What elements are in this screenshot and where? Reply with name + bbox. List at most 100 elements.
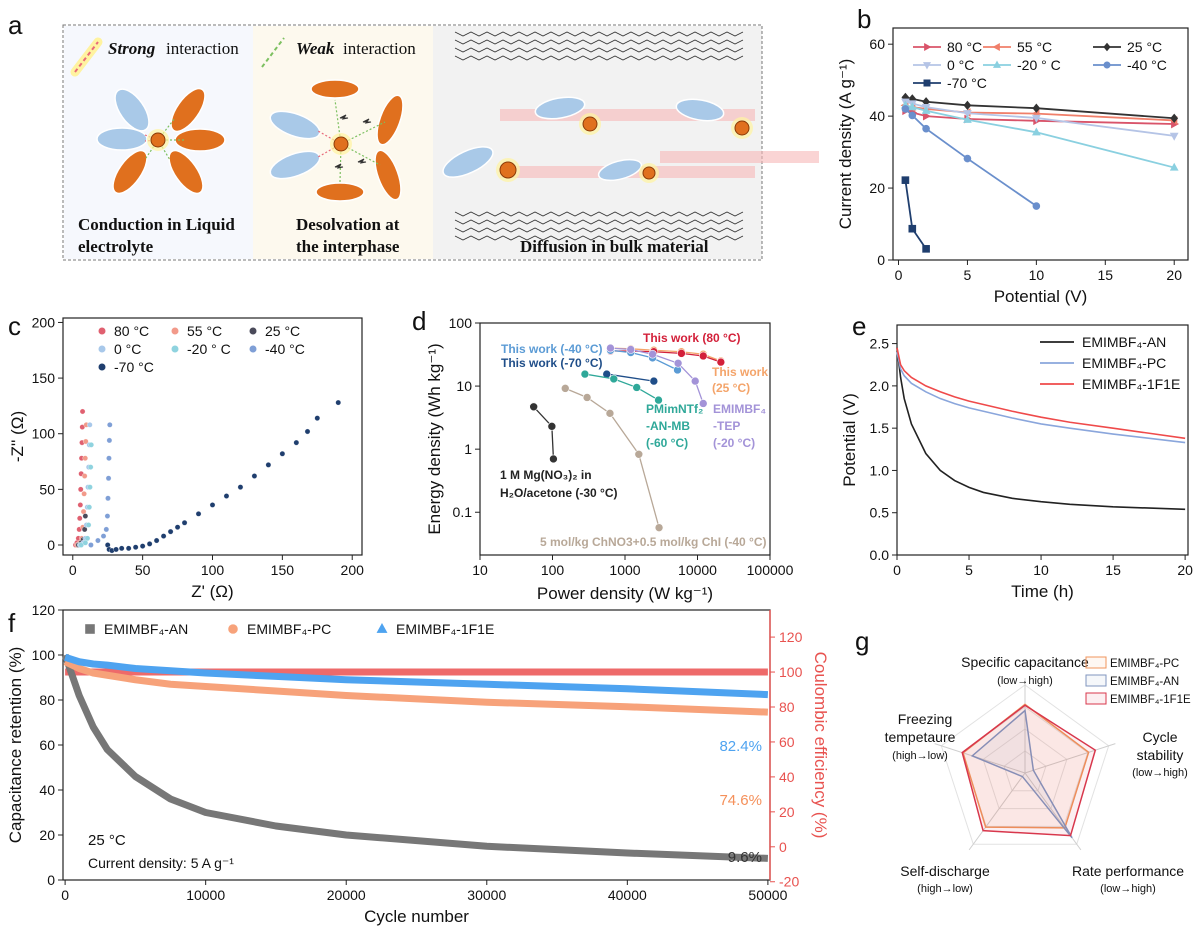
series-line-EMIMBF₄-1F1E bbox=[896, 347, 1186, 440]
data-point bbox=[529, 402, 538, 412]
data-point bbox=[922, 245, 930, 253]
legend-label: 80 °C bbox=[114, 323, 149, 339]
series-line bbox=[584, 373, 659, 401]
data-point bbox=[1032, 103, 1041, 113]
y-tick-label: 10 bbox=[456, 378, 472, 394]
x-tick-label: 0 bbox=[895, 267, 903, 283]
diffusion-arrow bbox=[660, 151, 819, 163]
x-tick-label: 40000 bbox=[608, 887, 647, 903]
data-point bbox=[174, 524, 181, 530]
cation-ion bbox=[150, 132, 166, 148]
radar-axis-label: tempetaure bbox=[885, 729, 956, 745]
panel-e-chart: 0 5 10 15 20 0.0 0.5 1.0 1.5 2.0 2.5 Time (h) Potent… bbox=[840, 324, 1193, 601]
legend-swatch bbox=[1085, 692, 1107, 705]
right-y-tick-label: 60 bbox=[779, 734, 795, 750]
cation-ion bbox=[499, 161, 517, 179]
x-axis-label: Z' (Ω) bbox=[191, 582, 233, 601]
x-tick-label: 0 bbox=[69, 562, 77, 578]
x-tick-label: 30000 bbox=[467, 887, 506, 903]
legend-label: EMIMBF₄-AN bbox=[1110, 676, 1179, 688]
x-axis-label: Cycle number bbox=[364, 907, 469, 926]
temperature-note: 25 °C bbox=[88, 832, 126, 849]
data-point bbox=[963, 114, 972, 123]
data-point bbox=[82, 513, 89, 519]
series-line bbox=[565, 387, 660, 528]
data-point bbox=[77, 486, 84, 493]
solvent-molecule bbox=[114, 88, 150, 132]
legend-marker bbox=[1103, 42, 1111, 52]
legend-label: -20 ° C bbox=[187, 341, 231, 357]
annotation-label: This work (80 °C) bbox=[643, 331, 740, 345]
y-axis-label: Potential (V) bbox=[840, 393, 859, 487]
x-tick-label: 15 bbox=[1098, 267, 1114, 283]
y-tick-label: 40 bbox=[39, 782, 55, 798]
data-point bbox=[160, 533, 167, 539]
weak-word: Weak bbox=[296, 39, 335, 58]
graphene-sheet bbox=[454, 39, 744, 45]
radar-axis-label: stability bbox=[1137, 747, 1184, 763]
x-tick-label: 0 bbox=[61, 887, 69, 903]
series-line bbox=[904, 180, 927, 250]
strong-arrow-icon bbox=[74, 41, 99, 73]
data-point bbox=[146, 541, 153, 547]
series-line-EMIMBF₄-AN bbox=[896, 347, 1186, 511]
x-axis-label: Power density (W kg⁻¹) bbox=[537, 584, 713, 603]
data-point bbox=[195, 511, 202, 517]
radar-axis-sub: (low→high) bbox=[1132, 767, 1188, 779]
radar-grid bbox=[940, 684, 1110, 845]
annotation-label: PMimNTf₂ bbox=[646, 402, 703, 416]
radar-axis-label: Rate performance bbox=[1072, 863, 1184, 879]
panel-label-c: c bbox=[8, 311, 21, 341]
data-point bbox=[649, 376, 659, 386]
series-EMIMBF₄-TEP (-20 °C) bbox=[606, 343, 708, 408]
data-point bbox=[304, 428, 311, 435]
y-axis-label: Capacitance retention (%) bbox=[6, 647, 25, 844]
legend-marker bbox=[922, 62, 932, 70]
graphene-sheet bbox=[454, 219, 744, 225]
data-point bbox=[82, 455, 88, 461]
legend-label: -40 °C bbox=[1127, 57, 1167, 73]
data-point bbox=[1032, 202, 1041, 210]
right-y-tick-label: 0 bbox=[779, 839, 787, 855]
graphene-sheet bbox=[454, 211, 744, 217]
data-point bbox=[132, 544, 139, 550]
legend-marker bbox=[98, 345, 106, 353]
solvent-molecule bbox=[534, 96, 586, 120]
legend-label: EMIMBF₄-PC bbox=[247, 621, 331, 637]
bolt-icon bbox=[357, 158, 367, 164]
end-value-label: 82.4% bbox=[719, 738, 762, 755]
weak-rest: interaction bbox=[343, 39, 416, 58]
y-tick-label: 0 bbox=[47, 872, 55, 888]
panel-b-chart: 0 5 10 15 20 0 20 40 60 Potential (V) Current dens… bbox=[836, 27, 1189, 306]
annotation-label: This work (-40 °C) bbox=[501, 342, 602, 356]
legend-marker bbox=[85, 624, 95, 634]
radar-axis-sub: (high→low) bbox=[917, 883, 973, 895]
legend-swatch bbox=[1085, 656, 1107, 669]
data-point bbox=[265, 462, 272, 468]
caption-conduction-2: electrolyte bbox=[78, 237, 154, 256]
y-tick-label: 0.1 bbox=[453, 504, 473, 520]
radar-axis-label: Self-discharge bbox=[900, 863, 990, 879]
data-point bbox=[605, 409, 615, 418]
legend-label: 0 °C bbox=[114, 341, 141, 357]
anion-molecule bbox=[170, 87, 206, 133]
end-value-label: 9.6% bbox=[728, 849, 762, 866]
data-point bbox=[103, 526, 110, 533]
legend-marker bbox=[249, 327, 257, 335]
data-point bbox=[677, 349, 686, 358]
data-point bbox=[1169, 162, 1179, 171]
y-tick-label: 1.5 bbox=[870, 420, 890, 436]
data-point bbox=[251, 473, 258, 479]
legend-label: EMIMBF₄-PC bbox=[1110, 658, 1179, 670]
data-point bbox=[1169, 132, 1179, 141]
data-point bbox=[907, 102, 917, 111]
strong-rest: interaction bbox=[166, 39, 239, 58]
series--40 °C bbox=[88, 422, 113, 548]
x-tick-label: 50 bbox=[135, 562, 151, 578]
caption-desolvation-2: the interphase bbox=[296, 237, 400, 256]
legend-marker bbox=[249, 345, 257, 353]
solvent-molecule bbox=[269, 110, 321, 140]
graphene-sheet bbox=[454, 235, 744, 241]
data-point bbox=[82, 540, 89, 546]
anion-molecule bbox=[310, 79, 360, 99]
